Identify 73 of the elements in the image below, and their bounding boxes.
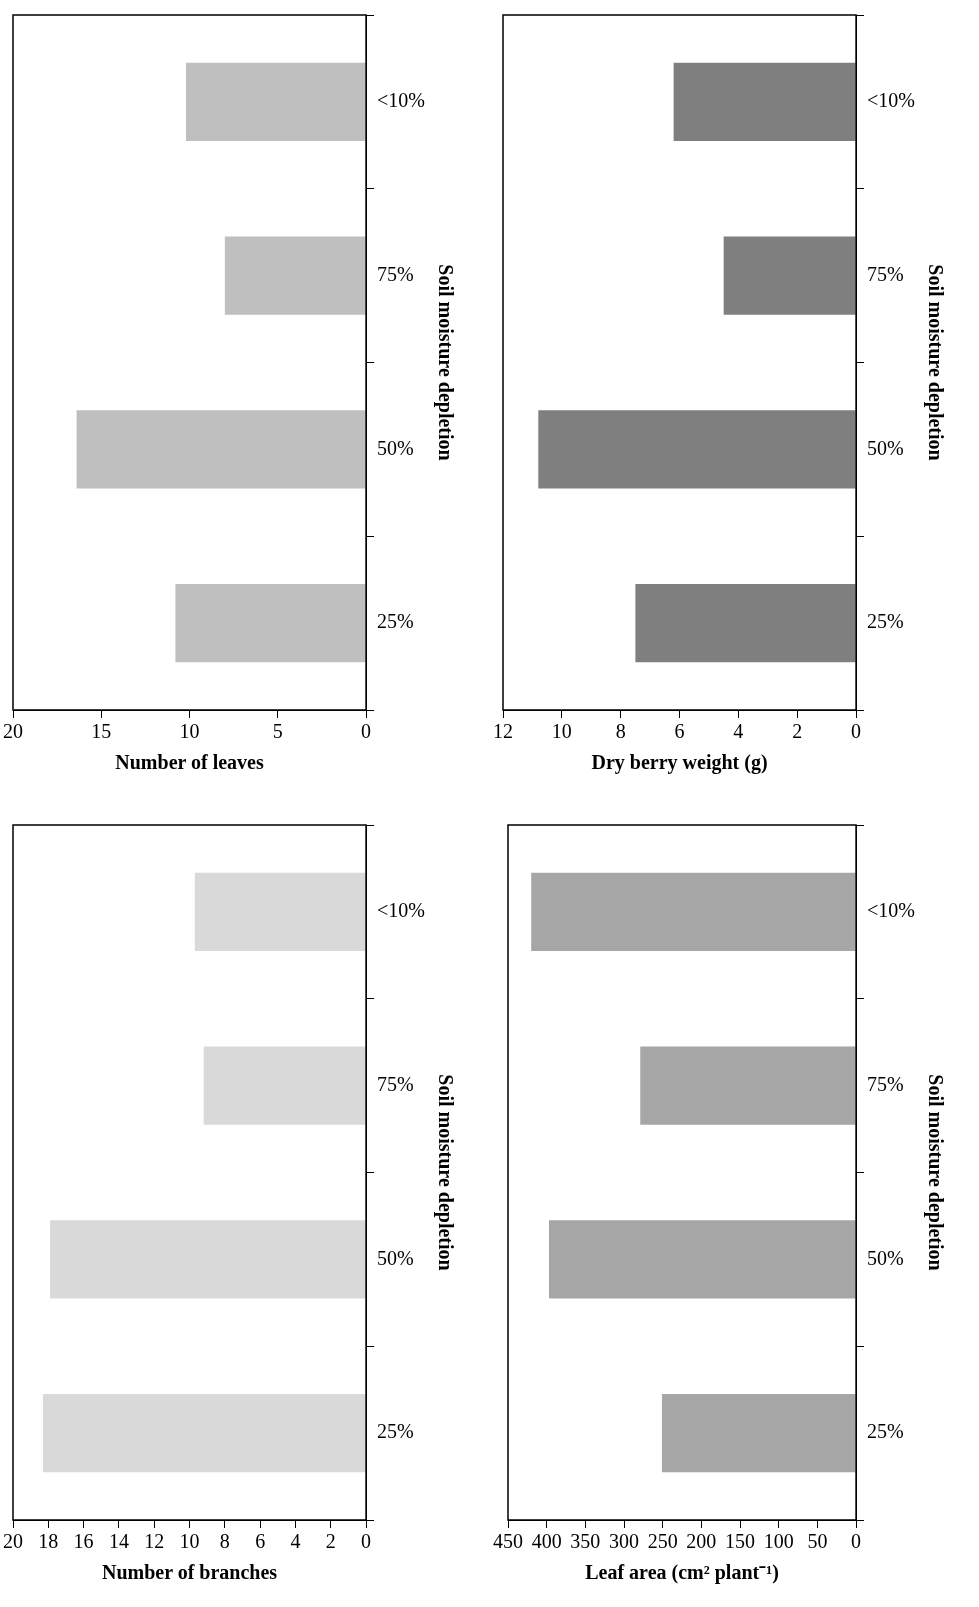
y-tick-label: 25% xyxy=(377,1420,414,1443)
x-tick-label: 20 xyxy=(3,1530,23,1553)
y-tick-label: 25% xyxy=(867,1420,904,1443)
y-tick-label: <10% xyxy=(377,89,426,112)
bar xyxy=(194,872,366,951)
x-tick-label: 250 xyxy=(647,1530,678,1553)
x-tick-label: 0 xyxy=(361,720,372,743)
y-tick-label: 75% xyxy=(377,262,414,285)
y-tick-label: 75% xyxy=(867,1072,904,1095)
bar xyxy=(186,62,366,141)
x-tick-label: 450 xyxy=(493,1530,523,1553)
y-tick-label: <10% xyxy=(377,899,426,922)
x-tick-label: 6 xyxy=(255,1530,266,1553)
bar xyxy=(538,410,856,489)
y-tick-label: 50% xyxy=(867,436,904,459)
x-tick-label: 10 xyxy=(179,1530,200,1553)
y-tick-label: 50% xyxy=(867,1246,904,1269)
x-tick-label: 8 xyxy=(219,1530,230,1553)
x-tick-label: 6 xyxy=(674,720,685,743)
x-tick-label: 150 xyxy=(725,1530,756,1553)
bar xyxy=(224,236,366,315)
y-tick-label: 25% xyxy=(867,610,904,633)
x-axis-title: Number of leaves xyxy=(115,751,264,774)
bar xyxy=(723,236,856,315)
bar xyxy=(661,1394,856,1473)
y-tick-label: <10% xyxy=(867,89,916,112)
x-tick-label: 200 xyxy=(686,1530,717,1553)
x-tick-label: 16 xyxy=(73,1530,94,1553)
x-tick-label: 0 xyxy=(851,1530,862,1553)
bar xyxy=(635,584,856,663)
bar xyxy=(50,1220,366,1299)
x-tick-label: 5 xyxy=(272,720,283,743)
x-tick-label: 14 xyxy=(108,1530,129,1553)
y-axis-title: Soil moisture depletion xyxy=(433,1074,457,1271)
x-tick-label: 300 xyxy=(609,1530,640,1553)
x-tick-label: 0 xyxy=(851,720,862,743)
bar xyxy=(76,410,366,489)
bar xyxy=(673,62,856,141)
x-tick-label: 12 xyxy=(493,720,513,743)
bar xyxy=(43,1394,366,1473)
x-tick-label: 0 xyxy=(361,1530,372,1553)
bar xyxy=(175,584,366,663)
x-tick-label: 350 xyxy=(570,1530,601,1553)
x-tick-label: 10 xyxy=(179,720,200,743)
y-tick-label: 75% xyxy=(377,1072,414,1095)
y-tick-label: 50% xyxy=(377,436,414,459)
x-axis-title: Number of branches xyxy=(101,1561,278,1584)
y-axis-title: Soil moisture depletion xyxy=(923,1074,947,1271)
x-tick-label: 10 xyxy=(551,720,572,743)
y-axis-title: Soil moisture depletion xyxy=(923,264,947,461)
x-tick-label: 100 xyxy=(763,1530,794,1553)
bar xyxy=(640,1046,856,1125)
x-axis-title: Leaf area (cm² plant⁻¹) xyxy=(585,1561,779,1585)
x-tick-label: 50 xyxy=(807,1530,828,1553)
x-tick-label: 18 xyxy=(38,1530,59,1553)
x-tick-label: 2 xyxy=(325,1530,336,1553)
y-tick-label: 75% xyxy=(867,262,904,285)
y-tick-label: 25% xyxy=(377,610,414,633)
x-tick-label: 4 xyxy=(733,720,744,743)
y-tick-label: 50% xyxy=(377,1246,414,1269)
x-tick-label: 20 xyxy=(3,720,23,743)
bar xyxy=(203,1046,366,1125)
bar xyxy=(548,1220,856,1299)
x-tick-label: 4 xyxy=(290,1530,301,1553)
x-tick-label: 400 xyxy=(531,1530,562,1553)
x-tick-label: 12 xyxy=(144,1530,165,1553)
x-tick-label: 8 xyxy=(615,720,626,743)
y-axis-title: Soil moisture depletion xyxy=(433,264,457,461)
x-tick-label: 15 xyxy=(91,720,112,743)
bar xyxy=(531,872,856,951)
x-tick-label: 2 xyxy=(792,720,803,743)
x-axis-title: Dry berry weight (g) xyxy=(591,751,768,775)
y-tick-label: <10% xyxy=(867,899,916,922)
